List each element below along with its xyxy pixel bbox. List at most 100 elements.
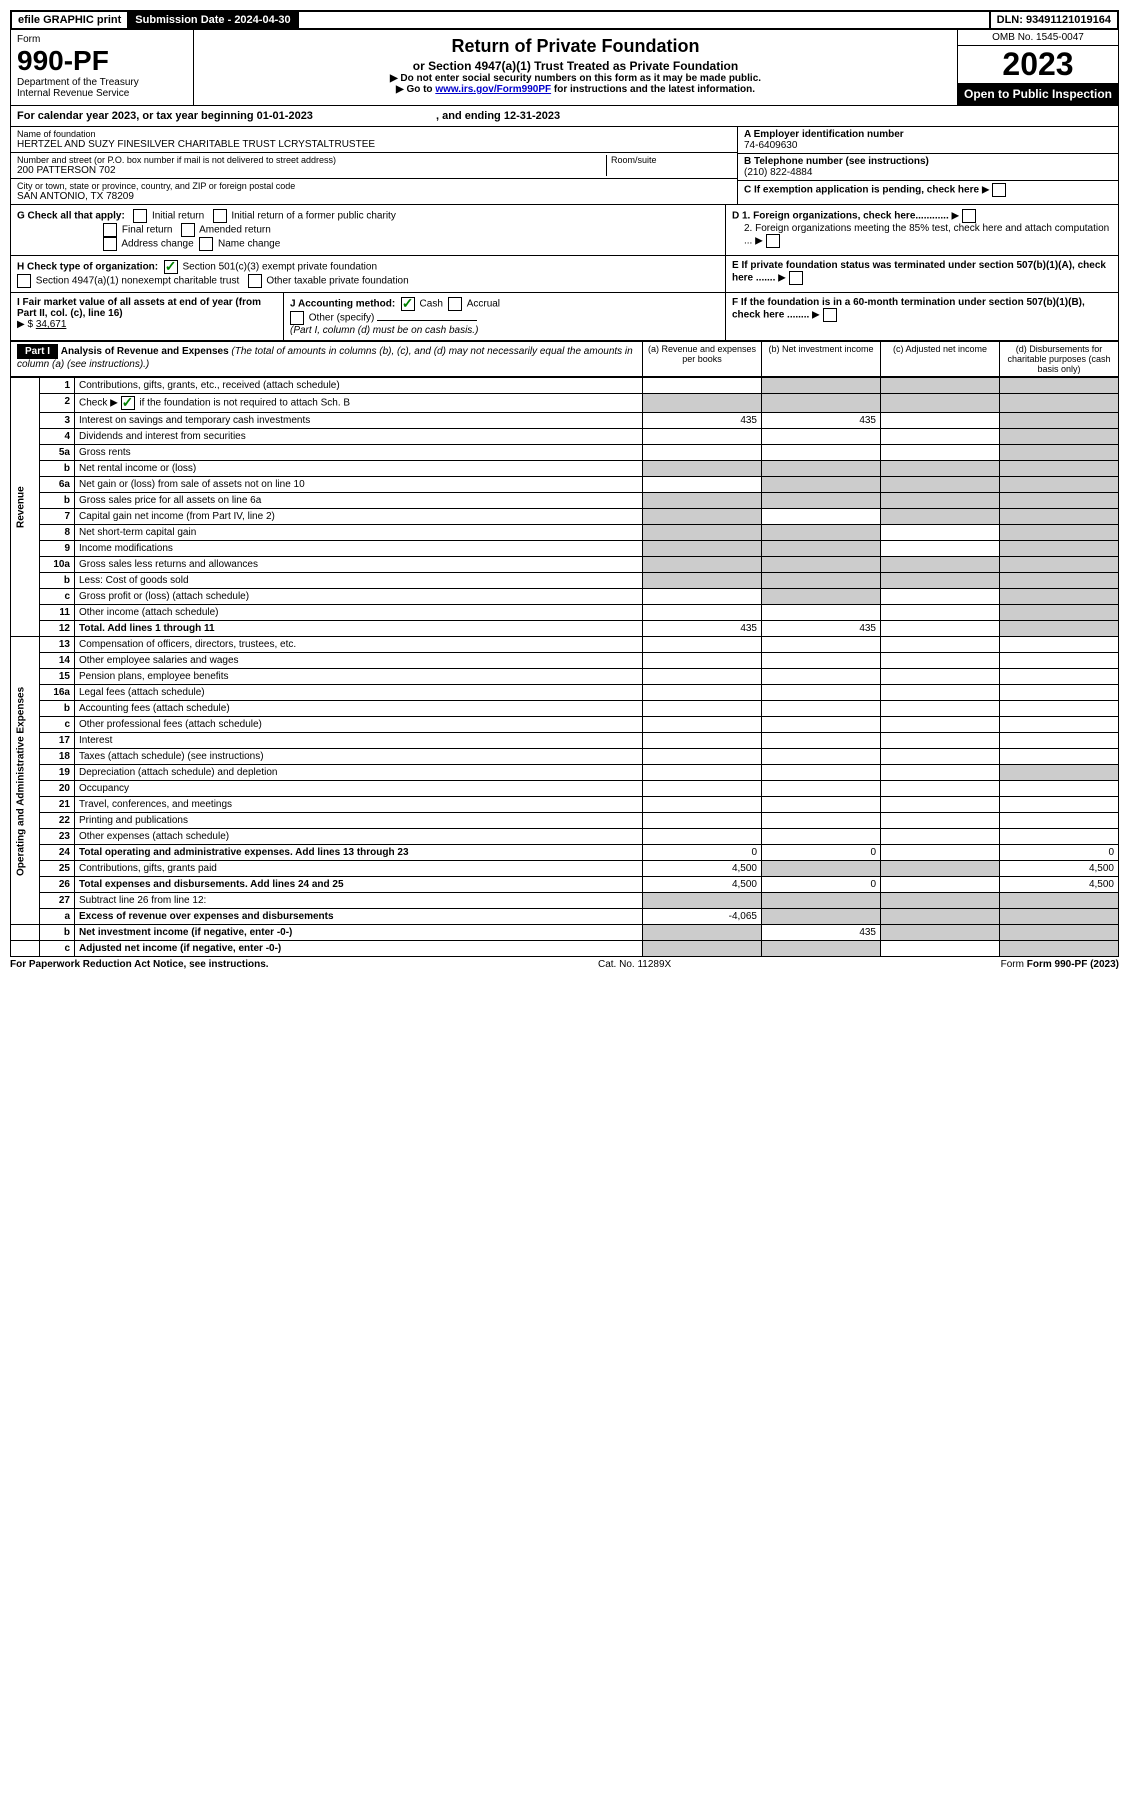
line-label: Dividends and interest from securities	[75, 429, 643, 445]
amt-d	[1000, 461, 1119, 477]
line-label: Total expenses and disbursements. Add li…	[75, 877, 643, 893]
amt-b	[762, 525, 881, 541]
amt-b	[762, 557, 881, 573]
line-num: 27	[40, 893, 75, 909]
line-label: Other expenses (attach schedule)	[75, 829, 643, 845]
line-16b: bAccounting fees (attach schedule)	[11, 701, 1119, 717]
top-bar: efile GRAPHIC print Submission Date - 20…	[10, 10, 1119, 30]
entity-left: Name of foundation HERTZEL AND SUZY FINE…	[11, 127, 737, 204]
efile-label[interactable]: efile GRAPHIC print	[12, 12, 127, 28]
f-checkbox[interactable]	[823, 308, 837, 322]
irs-link[interactable]: www.irs.gov/Form990PF	[435, 84, 551, 95]
d1-checkbox[interactable]	[962, 209, 976, 223]
line-6b: bGross sales price for all assets on lin…	[11, 493, 1119, 509]
amt-d	[1000, 557, 1119, 573]
line-7: 7Capital gain net income (from Part IV, …	[11, 509, 1119, 525]
submission-date: Submission Date - 2024-04-30	[129, 12, 296, 28]
cash-checkbox[interactable]	[401, 297, 415, 311]
name-change-checkbox[interactable]	[199, 237, 213, 251]
d2-checkbox[interactable]	[766, 234, 780, 248]
amended-return-checkbox[interactable]	[181, 223, 195, 237]
amt-c	[881, 941, 1000, 957]
amt-c	[881, 621, 1000, 637]
amt-c	[881, 877, 1000, 893]
c-checkbox[interactable]	[992, 183, 1006, 197]
amt-d: 4,500	[1000, 877, 1119, 893]
line-num: 26	[40, 877, 75, 893]
final-return-checkbox[interactable]	[103, 223, 117, 237]
line-num: 9	[40, 541, 75, 557]
l27a-text: Excess of revenue over expenses and disb…	[79, 911, 334, 922]
initial-return-checkbox[interactable]	[133, 209, 147, 223]
amt-b	[762, 429, 881, 445]
line-num: 6a	[40, 477, 75, 493]
l12-text: Total. Add lines 1 through 11	[79, 623, 215, 634]
line-23: 23Other expenses (attach schedule)	[11, 829, 1119, 845]
other-taxable-checkbox[interactable]	[248, 274, 262, 288]
amt-b	[762, 445, 881, 461]
amt-b	[762, 605, 881, 621]
line-num: 3	[40, 413, 75, 429]
line-label: Net rental income or (loss)	[75, 461, 643, 477]
line-27b: bNet investment income (if negative, ent…	[11, 925, 1119, 941]
city-state-zip: SAN ANTONIO, TX 78209	[17, 191, 731, 202]
amt-a: 4,500	[643, 877, 762, 893]
address-change-checkbox[interactable]	[103, 237, 117, 251]
amt-c	[881, 861, 1000, 877]
g-check-row: G Check all that apply: Initial return I…	[10, 205, 1119, 256]
amt-b	[762, 829, 881, 845]
accrual-checkbox[interactable]	[448, 297, 462, 311]
line-num: 23	[40, 829, 75, 845]
line-num: b	[40, 573, 75, 589]
amt-c	[881, 493, 1000, 509]
amt-a	[643, 781, 762, 797]
schb-checkbox[interactable]	[121, 396, 135, 410]
line-label: Compensation of officers, directors, tru…	[75, 637, 643, 653]
line-label: Other income (attach schedule)	[75, 605, 643, 621]
amt-c	[881, 461, 1000, 477]
initial-former-checkbox[interactable]	[213, 209, 227, 223]
opex-section-label: Operating and Administrative Expenses	[11, 637, 40, 925]
amt-b	[762, 477, 881, 493]
line-label: Travel, conferences, and meetings	[75, 797, 643, 813]
amt-d	[1000, 685, 1119, 701]
line-17: 17Interest	[11, 733, 1119, 749]
e-checkbox[interactable]	[789, 271, 803, 285]
entity-block: Name of foundation HERTZEL AND SUZY FINE…	[10, 127, 1119, 205]
amt-a	[643, 717, 762, 733]
instr2-pre: ▶ Go to	[396, 84, 435, 95]
entity-right: A Employer identification number 74-6409…	[737, 127, 1118, 204]
line-num: c	[40, 589, 75, 605]
c-label: C If exemption application is pending, c…	[744, 185, 979, 196]
amt-d	[1000, 541, 1119, 557]
amt-b: 0	[762, 845, 881, 861]
amt-a	[643, 813, 762, 829]
other-method-checkbox[interactable]	[290, 311, 304, 325]
arrow-icon: ▶	[952, 211, 960, 222]
amt-a	[643, 653, 762, 669]
amt-b	[762, 893, 881, 909]
amt-c	[881, 394, 1000, 413]
line-16a: 16aLegal fees (attach schedule)	[11, 685, 1119, 701]
amt-d	[1000, 589, 1119, 605]
line-6a: 6aNet gain or (loss) from sale of assets…	[11, 477, 1119, 493]
amt-d	[1000, 429, 1119, 445]
line-label: Legal fees (attach schedule)	[75, 685, 643, 701]
arrow-icon: ▶	[812, 310, 820, 321]
calendar-year-row: For calendar year 2023, or tax year begi…	[10, 106, 1119, 127]
line-label: Gross sales less returns and allowances	[75, 557, 643, 573]
amt-d: 4,500	[1000, 861, 1119, 877]
line-label: Taxes (attach schedule) (see instruction…	[75, 749, 643, 765]
line-num: b	[40, 493, 75, 509]
amt-b	[762, 749, 881, 765]
line-25: 25Contributions, gifts, grants paid4,500…	[11, 861, 1119, 877]
dept-label: Department of the Treasury	[17, 77, 187, 88]
line-label: Gross sales price for all assets on line…	[75, 493, 643, 509]
amt-d	[1000, 477, 1119, 493]
name-change-label: Name change	[218, 239, 280, 250]
amt-d	[1000, 669, 1119, 685]
4947-checkbox[interactable]	[17, 274, 31, 288]
amt-a: 4,500	[643, 861, 762, 877]
501c3-checkbox[interactable]	[164, 260, 178, 274]
amt-d	[1000, 909, 1119, 925]
